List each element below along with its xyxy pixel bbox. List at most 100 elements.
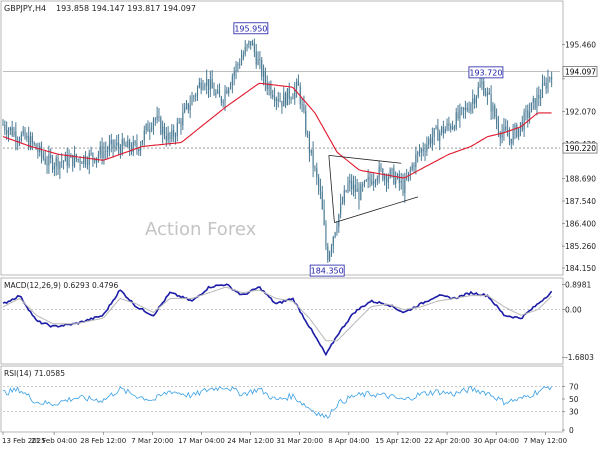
candle-body [22,130,24,135]
candle-body [466,107,468,111]
candle-body [264,71,266,84]
candle-body [9,127,11,131]
candle-body [202,86,204,90]
candle-body [479,84,481,87]
candle-body [50,154,52,159]
annotation-box [468,66,504,79]
triangle-pattern [328,154,419,223]
annotation-label: 184.350 [311,267,344,276]
candle-body [288,88,290,99]
candle-body [411,165,413,170]
candle-body [174,136,177,138]
candle-body [231,76,233,86]
macd-tick-label: 0.00 [565,306,582,315]
candle-body [297,81,299,86]
candle-body [518,127,520,137]
candle-body [217,90,219,93]
candle-body [127,140,129,148]
candle-body [541,83,544,98]
candle-body [62,161,65,163]
candle-body [152,119,155,128]
candle-body [29,136,32,148]
candle-body [347,183,349,192]
candle-body [519,122,522,128]
candle-body [536,94,538,109]
candle-body [44,158,46,164]
rsi-axis: 70 50 30 0 [562,383,579,435]
price-tick-label: 187.540 [565,197,596,206]
candle-body [332,236,334,247]
candle-body [363,180,366,186]
candle-body [40,145,43,156]
candle-body [151,127,153,130]
candle-body [488,92,490,95]
candle-body [433,128,435,137]
candle-body [242,54,244,59]
candle-body [92,153,94,159]
candle-body [316,168,318,177]
candle-body [233,71,235,77]
triangle-lower-line [334,196,419,223]
candle-body [299,85,301,105]
candle-body [514,124,516,131]
x-tick-label: 31 Mar 20:00 [276,437,323,445]
candle-body [387,177,389,183]
candle-body [220,97,222,103]
candle-body [354,184,356,192]
candle-body [31,136,33,143]
candle-body [472,98,474,104]
candle-body [362,184,364,186]
candle-body [371,180,373,185]
x-tick-label: 30 Apr 04:00 [473,437,519,445]
candle-body [206,79,208,86]
candle-body [294,89,296,98]
candle-body [167,133,169,141]
candle-body [18,140,21,142]
candle-body [485,94,487,96]
candle-body [33,142,35,145]
price-tick-label: 185.260 [565,242,596,251]
candle-body [163,126,166,137]
rsi-grid [3,386,560,412]
candle-body [334,232,336,237]
candle-body [318,176,320,187]
candle-body [156,116,158,120]
candle-body [343,190,345,203]
candle-body [94,158,96,162]
candle-body [538,94,540,99]
candle-body [325,224,327,247]
candle-body [55,157,57,167]
candle-body [523,112,525,130]
candle-body [516,124,518,137]
candle-body [81,162,83,164]
candle-body [6,130,8,134]
candle-body [420,149,422,153]
candle-body [200,82,202,90]
candle-body [235,64,237,72]
candle-body [481,81,483,85]
x-tick-label: 7 May 12:00 [524,437,568,445]
candle-body [26,135,28,139]
candle-body [351,180,353,190]
x-tick-label: 15 Apr 12:00 [375,437,421,445]
candle-body [204,85,206,87]
candle-body [358,188,360,200]
candle-body [195,95,197,97]
candle-body [132,141,134,153]
candle-body [490,94,492,112]
candle-body [283,93,285,107]
candle-body [398,174,400,183]
triangle-left-line [328,155,335,223]
reference-price-box [562,142,598,154]
candle-body [224,90,226,102]
candle-body [2,124,4,126]
annotation-box [233,22,269,35]
candle-body [180,121,182,126]
candle-body [42,155,44,159]
candle-body [182,112,184,126]
price-moving-average [2,82,552,179]
candle-body [90,153,92,154]
candle-body [413,165,415,168]
candle-body [428,138,430,145]
candle-body [268,84,270,90]
